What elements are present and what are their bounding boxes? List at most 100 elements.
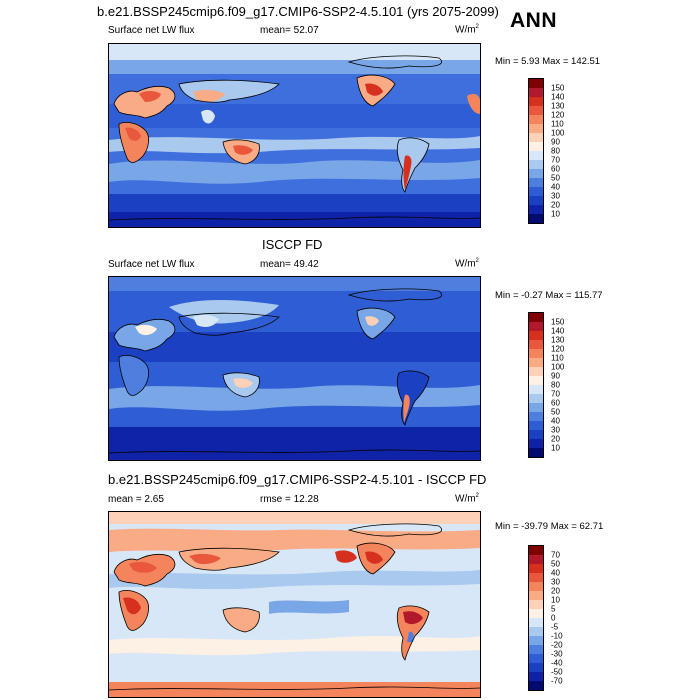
colorbar-tick: 70	[551, 550, 560, 560]
colorbar-tick: 30	[551, 577, 560, 587]
colorbar-swatch	[529, 385, 543, 394]
colorbar-tick: 150	[551, 83, 565, 93]
panel-3-title: b.e21.BSSP245cmip6.f09_g17.CMIP6-SSP2-4.…	[108, 472, 487, 487]
colorbar-tick: 80	[551, 380, 560, 390]
colorbar-tick: -5	[551, 622, 559, 632]
colorbar-tick: 30	[551, 425, 560, 435]
panel-2-variable: Surface net LW flux	[108, 259, 195, 270]
colorbar-swatch	[529, 322, 543, 331]
colorbar-tick: 20	[551, 586, 560, 596]
colorbar-tick: -70	[551, 676, 563, 686]
colorbar-swatch	[529, 439, 543, 448]
panel-2-map-field	[109, 277, 480, 460]
colorbar-swatch	[529, 331, 543, 340]
colorbar-tick: 110	[551, 353, 564, 363]
colorbar-tick: 30	[551, 191, 560, 201]
colorbar-swatch	[529, 160, 543, 169]
colorbar-tick: 70	[551, 389, 560, 399]
panel-2-mean: mean= 49.42	[260, 259, 319, 270]
colorbar-swatch	[529, 654, 543, 663]
colorbar-swatch	[529, 187, 543, 196]
colorbar-swatch	[529, 645, 543, 654]
colorbar-tick: 20	[551, 434, 560, 444]
colorbar-swatch	[529, 313, 543, 322]
colorbar-tick: 60	[551, 398, 560, 408]
panel-2-minmax: Min = -0.27 Max = 115.77	[495, 290, 603, 301]
colorbar-tick: 120	[551, 344, 565, 354]
panel-1-variable: Surface net LW flux	[108, 25, 195, 36]
colorbar-tick: 140	[551, 92, 565, 102]
panel-1-units: W/m2	[455, 24, 479, 36]
colorbar-swatch	[529, 618, 543, 627]
colorbar-swatch	[529, 178, 543, 187]
colorbar-swatch	[529, 421, 543, 430]
colorbar-swatch	[529, 358, 543, 367]
colorbar-swatch	[529, 115, 543, 124]
colorbar-tick: 120	[551, 110, 565, 120]
colorbar-swatch	[529, 169, 543, 178]
colorbar-swatch	[529, 555, 543, 564]
colorbar-tick: 80	[551, 146, 560, 156]
colorbar-swatch	[529, 106, 543, 115]
main-title: b.e21.BSSP245cmip6.f09_g17.CMIP6-SSP2-4.…	[97, 4, 499, 19]
colorbar-tick: 10	[551, 595, 560, 605]
colorbar-swatch	[529, 340, 543, 349]
panel-2-map	[108, 276, 481, 461]
panel-3-minmax: Min = -39.79 Max = 62.71	[495, 521, 604, 532]
colorbar-swatch	[529, 403, 543, 412]
colorbar-swatch	[529, 205, 543, 214]
panel-3-rmse: rmse = 12.28	[260, 494, 319, 505]
colorbar-tick: -40	[551, 658, 563, 668]
colorbar-swatch	[529, 151, 543, 160]
colorbar-tick: 70	[551, 155, 560, 165]
colorbar-swatch	[529, 367, 543, 376]
colorbar-tick: 50	[551, 173, 560, 183]
colorbar-tick: 100	[551, 362, 565, 372]
colorbar-tick: 140	[551, 326, 565, 336]
colorbar-tick: 10	[551, 443, 560, 453]
colorbar-tick: 20	[551, 200, 560, 210]
season-label: ANN	[510, 9, 557, 32]
colorbar-swatch	[529, 573, 543, 582]
colorbar-swatch	[529, 88, 543, 97]
colorbar-swatch	[529, 663, 543, 672]
colorbar-tick: 10	[551, 209, 560, 219]
colorbar-swatch	[529, 349, 543, 358]
panel-1-minmax: Min = 5.93 Max = 142.51	[495, 56, 601, 67]
colorbar-swatch	[529, 636, 543, 645]
colorbar-tick: 5	[551, 604, 556, 614]
colorbar-swatch	[529, 412, 543, 421]
colorbar-swatch	[529, 627, 543, 636]
colorbar-tick: -30	[551, 649, 563, 659]
colorbar-swatch	[529, 376, 543, 385]
colorbar-tick: -20	[551, 640, 563, 650]
panel-3-map	[108, 511, 481, 698]
colorbar-swatch	[529, 672, 543, 681]
colorbar-tick: 50	[551, 407, 560, 417]
panel-3-units: W/m2	[455, 493, 479, 505]
panel-2-colorbar	[528, 312, 544, 458]
colorbar-tick: 150	[551, 317, 565, 327]
colorbar-tick: 90	[551, 371, 560, 381]
colorbar-swatch	[529, 546, 543, 555]
colorbar-tick: 90	[551, 137, 560, 147]
colorbar-swatch	[529, 591, 543, 600]
colorbar-tick: 130	[551, 335, 565, 345]
colorbar-swatch	[529, 124, 543, 133]
colorbar-tick: 40	[551, 182, 560, 192]
panel-1-mean: mean= 52.07	[260, 25, 319, 36]
panel-2-title: ISCCP FD	[262, 237, 323, 252]
colorbar-swatch	[529, 582, 543, 591]
colorbar-tick: 40	[551, 568, 560, 578]
colorbar-tick: 130	[551, 101, 565, 111]
colorbar-swatch	[529, 142, 543, 151]
colorbar-swatch	[529, 133, 543, 142]
colorbar-swatch	[529, 448, 543, 457]
panel-1-colorbar	[528, 78, 544, 224]
colorbar-tick: -50	[551, 667, 563, 677]
panel-3-map-field	[109, 512, 480, 697]
colorbar-swatch	[529, 609, 543, 618]
panel-3-colorbar	[528, 545, 544, 691]
colorbar-tick: 0	[551, 613, 556, 623]
colorbar-tick: 40	[551, 416, 560, 426]
